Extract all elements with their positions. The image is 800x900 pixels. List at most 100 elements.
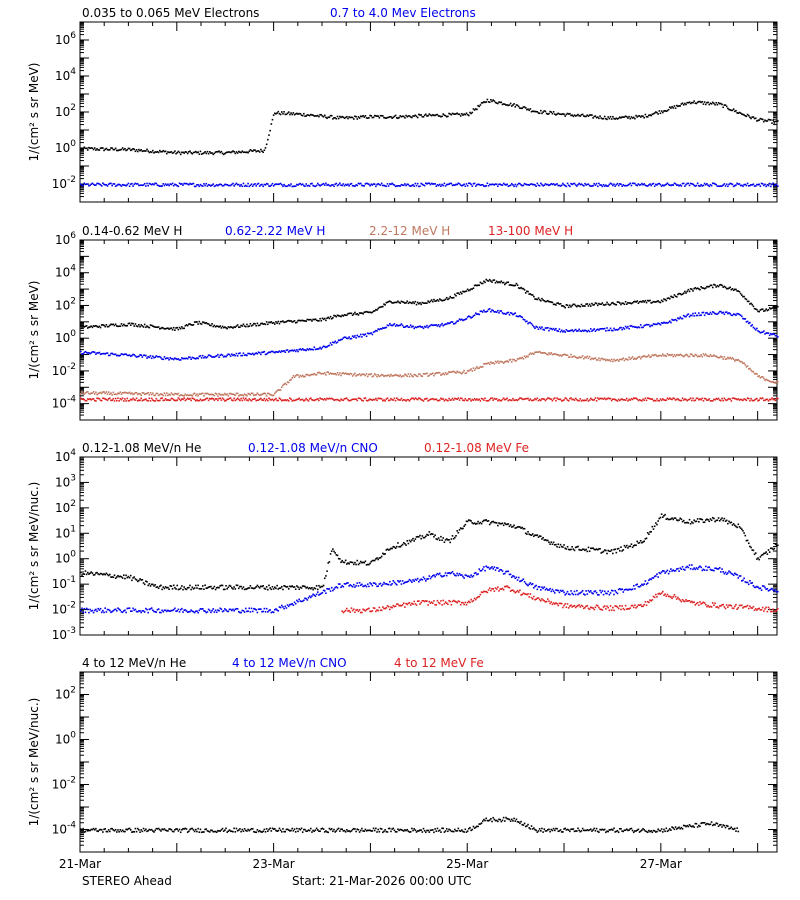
data-point [637, 302, 640, 305]
data-point [543, 539, 546, 541]
data-point [638, 541, 641, 544]
data-point [745, 365, 748, 368]
data-point [675, 319, 678, 322]
data-point [382, 327, 384, 329]
data-point [427, 375, 429, 377]
data-point [586, 398, 589, 400]
data-point [508, 399, 511, 401]
data-point [384, 374, 386, 377]
data-point [481, 365, 484, 368]
data-point [674, 399, 677, 401]
data-point [89, 184, 91, 187]
data-point [172, 358, 175, 361]
data-point [299, 348, 302, 350]
data-point [253, 183, 255, 186]
data-point [673, 105, 676, 107]
data-point [576, 398, 578, 401]
data-point [653, 525, 656, 528]
data-point [371, 333, 374, 336]
data-point [657, 113, 659, 115]
data-point [580, 400, 583, 402]
data-point [335, 342, 338, 344]
data-point [284, 113, 287, 116]
data-point [488, 398, 491, 401]
data-point [280, 585, 283, 588]
data-point [366, 399, 369, 402]
data-point [383, 303, 385, 305]
data-point [663, 321, 665, 324]
data-point [358, 312, 361, 314]
data-point [634, 117, 636, 120]
data-point [138, 323, 140, 326]
data-point [203, 399, 205, 401]
data-point [394, 114, 397, 117]
data-point [761, 331, 764, 334]
data-point [563, 544, 565, 546]
data-point [530, 353, 533, 355]
data-point [392, 302, 395, 304]
data-point [448, 112, 450, 115]
data-point [416, 301, 419, 304]
data-point [244, 394, 247, 396]
data-point [643, 324, 646, 327]
data-point [164, 609, 167, 612]
data-point [607, 359, 609, 362]
data-point [377, 115, 379, 117]
data-point [585, 399, 587, 402]
data-point [188, 323, 190, 325]
data-point [688, 398, 691, 401]
data-point [431, 372, 434, 375]
data-point [621, 328, 623, 331]
data-point [642, 183, 644, 186]
data-point [463, 290, 465, 293]
data-point [90, 325, 93, 328]
data-point [143, 323, 146, 326]
data-point [771, 397, 773, 399]
data-point [405, 301, 407, 304]
data-point [105, 324, 108, 326]
data-point [566, 399, 569, 401]
data-point [200, 399, 203, 402]
data-point [444, 298, 447, 301]
data-point [215, 150, 218, 153]
data-point [250, 400, 253, 402]
data-point [469, 369, 471, 371]
data-point [152, 325, 154, 327]
data-point [605, 184, 607, 187]
data-point [648, 323, 650, 326]
data-point [213, 356, 216, 358]
data-point [176, 584, 179, 587]
data-point [150, 583, 153, 586]
data-point [566, 354, 569, 357]
data-point [513, 103, 515, 105]
data-point [723, 517, 726, 520]
data-point [493, 521, 496, 524]
data-point [473, 314, 476, 316]
data-point [219, 354, 221, 357]
data-point [558, 113, 561, 115]
data-point [751, 324, 754, 326]
data-point [357, 116, 360, 118]
data-point [768, 182, 771, 185]
data-point [222, 588, 225, 591]
data-point [709, 354, 712, 356]
data-point [156, 586, 159, 588]
data-point [507, 185, 510, 188]
data-point [199, 398, 202, 401]
data-point [290, 183, 292, 185]
data-point [89, 147, 91, 150]
data-point [219, 393, 221, 396]
data-point [770, 185, 772, 188]
data-point [579, 305, 582, 308]
data-point [621, 550, 623, 552]
data-point [183, 152, 185, 154]
data-point [141, 392, 144, 394]
data-point [225, 151, 227, 154]
data-point [506, 397, 508, 400]
data-point [519, 397, 521, 399]
data-point [305, 183, 307, 185]
data-point [104, 353, 106, 355]
data-point [592, 399, 594, 401]
data-point [445, 538, 448, 540]
